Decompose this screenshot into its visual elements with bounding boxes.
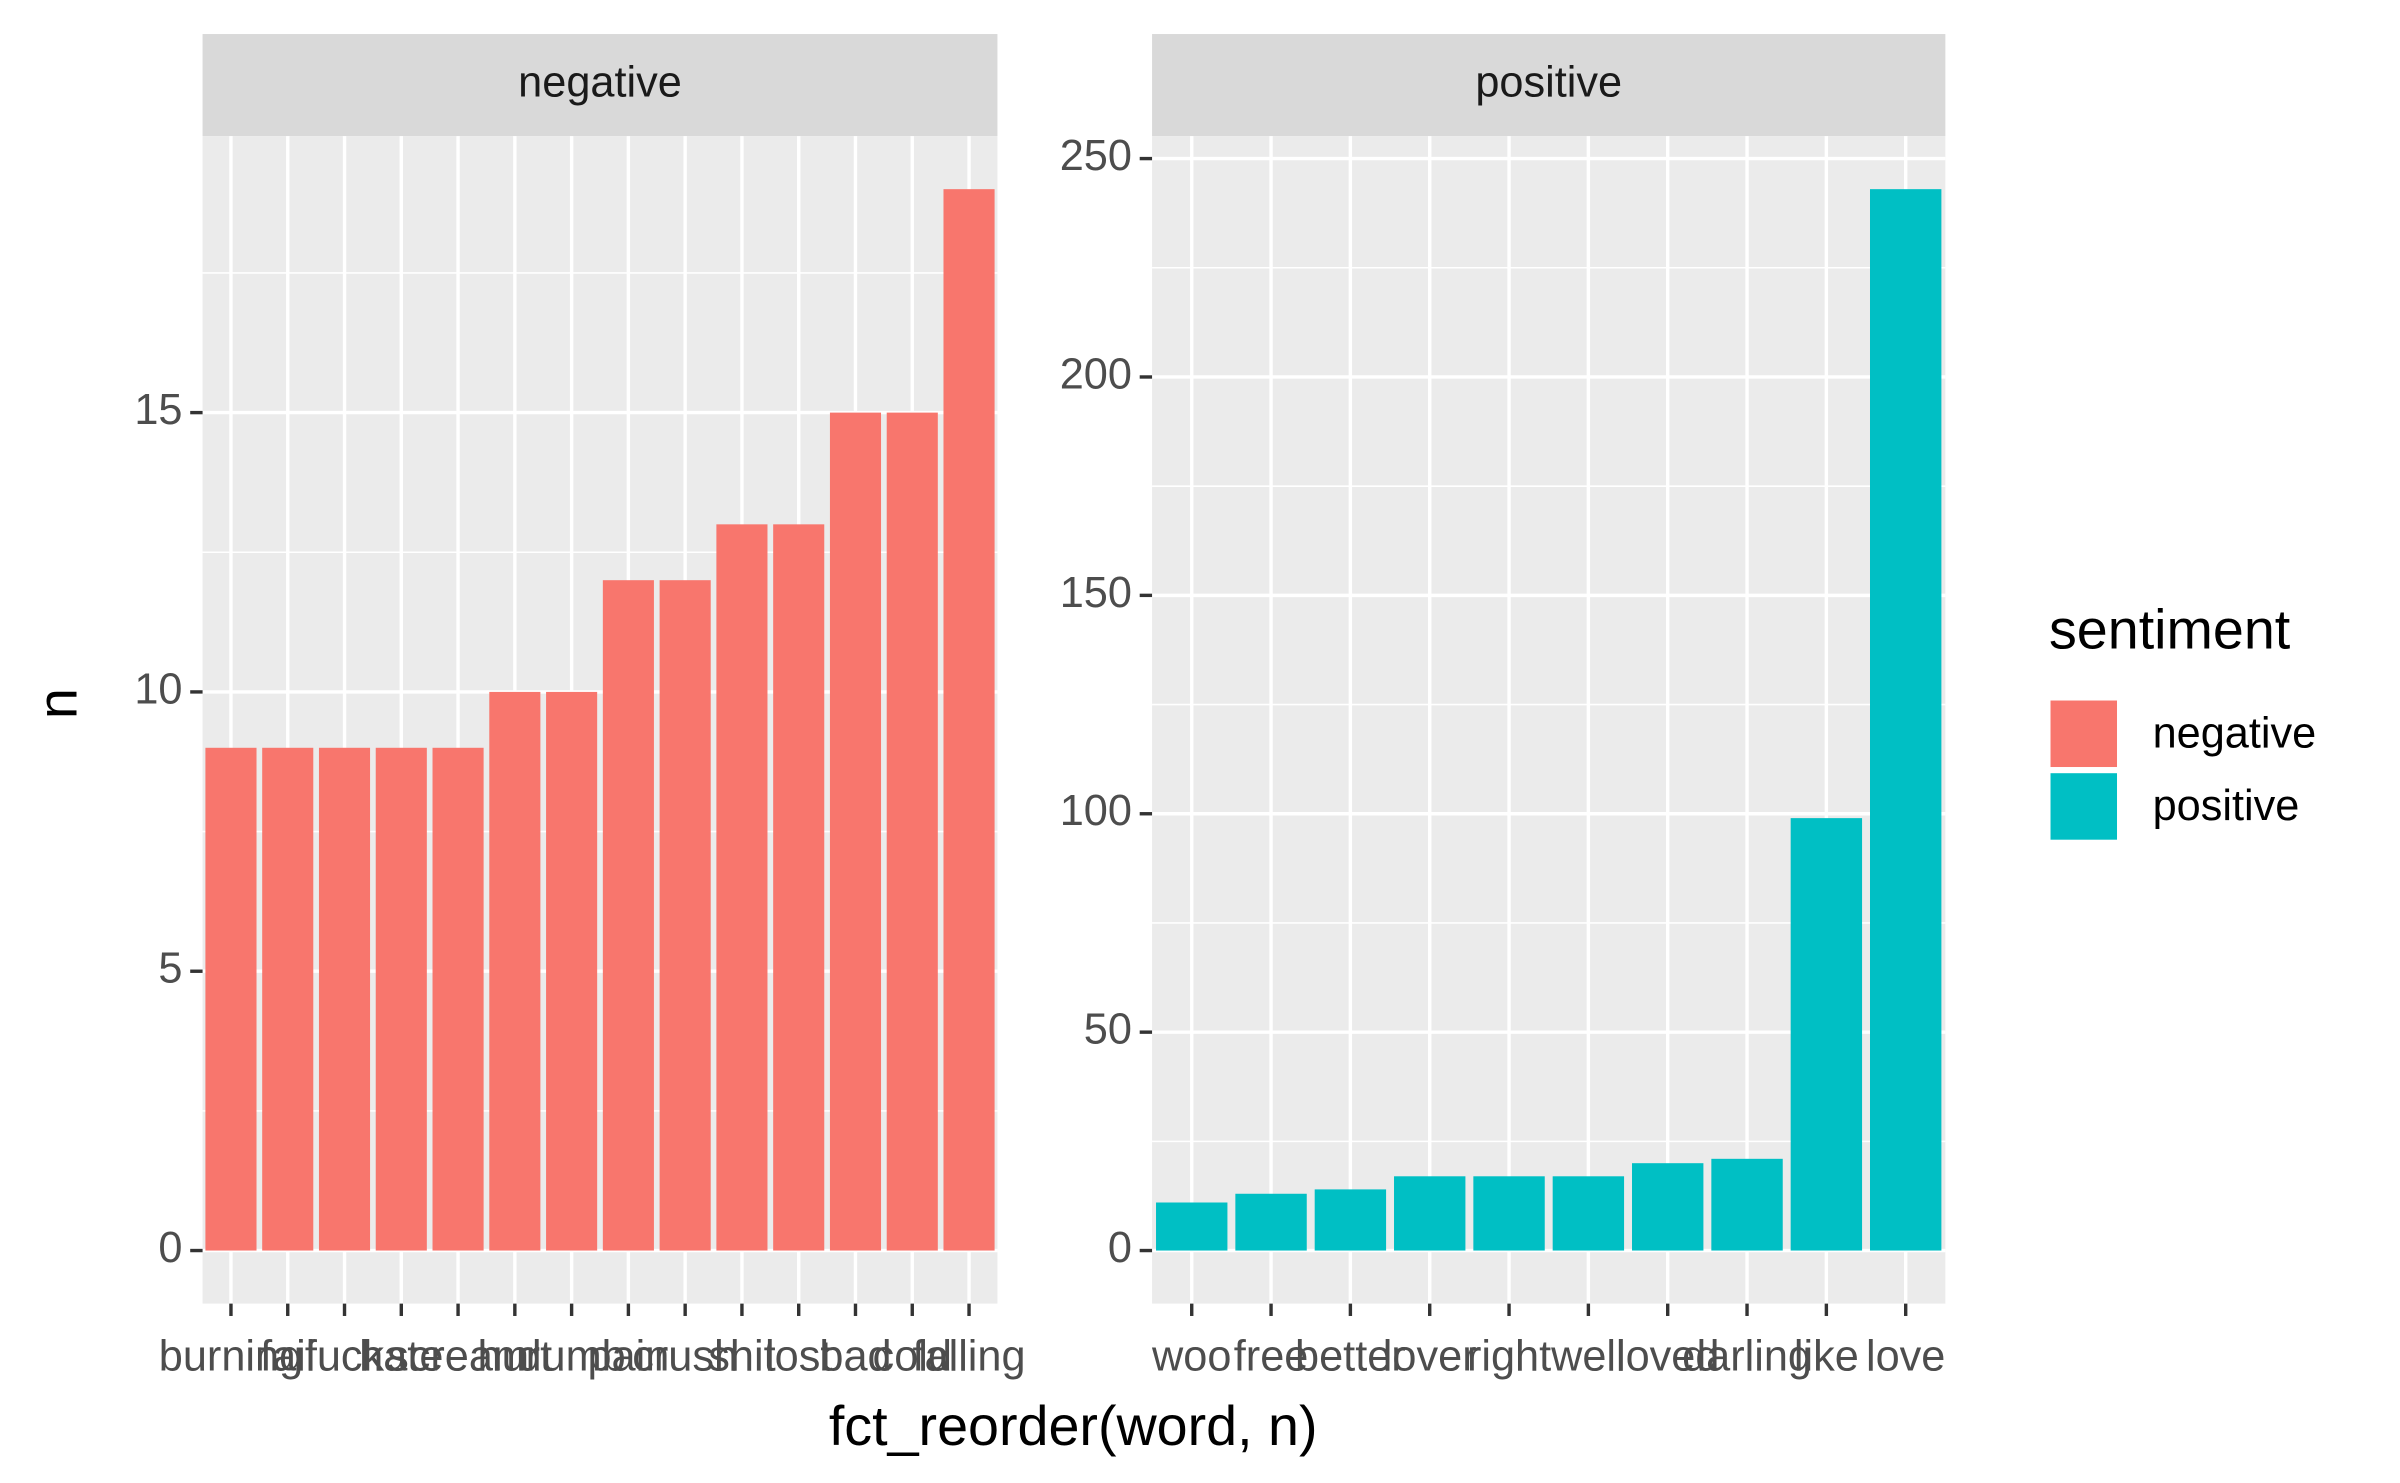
x-tick-label: fail [260, 1333, 315, 1381]
bar [886, 412, 938, 1251]
legend-label: positive [2153, 782, 2300, 830]
bar [1156, 1202, 1228, 1251]
bar [262, 747, 314, 1251]
x-tick-label: burning [159, 1333, 303, 1381]
bar [1632, 1163, 1704, 1251]
x-tick-label: hate [359, 1333, 443, 1381]
x-tick-label: woo [1151, 1333, 1231, 1381]
x-tick-label: free [1234, 1333, 1309, 1381]
x-tick-label: darling [1682, 1333, 1812, 1381]
bar [773, 524, 825, 1251]
x-tick-label: shit [708, 1333, 775, 1381]
bar [1473, 1176, 1545, 1251]
strip-label: negative [518, 58, 682, 106]
bar [432, 747, 484, 1251]
x-tick-label: bad [819, 1333, 891, 1381]
strip-background [1152, 34, 1946, 137]
legend-key [2050, 700, 2118, 768]
x-tick-label: love [1866, 1333, 1945, 1381]
bar [1711, 1158, 1783, 1251]
legend-label: negative [2153, 710, 2317, 758]
bar [943, 189, 995, 1251]
x-tick-label: pain [587, 1333, 669, 1381]
x-tick-label: dumb [517, 1333, 625, 1381]
bar [602, 580, 654, 1251]
x-tick-label: hurt [478, 1333, 553, 1381]
y-tick-label: 100 [1060, 787, 1132, 835]
x-tick-label: better [1295, 1333, 1406, 1381]
y-tick-label: 200 [1060, 350, 1132, 398]
y-tick-label: 50 [1084, 1006, 1132, 1054]
y-tick-label: 250 [1060, 132, 1132, 180]
bar [1552, 1176, 1625, 1251]
bar [1869, 189, 1942, 1251]
bar [489, 691, 541, 1251]
y-tick-label: 5 [158, 945, 182, 993]
x-tick-label: well [1550, 1333, 1626, 1381]
bar [1235, 1193, 1307, 1251]
bar [829, 412, 882, 1251]
y-tick-label: 0 [1108, 1224, 1132, 1272]
bar [375, 747, 427, 1251]
y-tick-label: 150 [1060, 569, 1132, 617]
y-tick-label: 15 [134, 386, 182, 434]
x-axis-title: fct_reorder(word, n) [829, 1395, 1318, 1457]
y-axis-title: n [27, 688, 89, 719]
x-tick-label: loved [1616, 1333, 1719, 1381]
bar [546, 691, 598, 1251]
x-tick-label: crush [632, 1333, 738, 1381]
bar [1314, 1189, 1387, 1251]
x-tick-label: cold [873, 1333, 952, 1381]
x-tick-label: like [1794, 1333, 1859, 1381]
y-tick-label: 10 [134, 665, 182, 713]
x-tick-label: lost [765, 1333, 832, 1381]
y-tick-label: 0 [158, 1224, 182, 1272]
legend-title: sentiment [2049, 599, 2291, 661]
bar [1790, 818, 1863, 1251]
x-tick-label: right [1467, 1333, 1551, 1381]
bar [1394, 1176, 1466, 1251]
bar [205, 747, 257, 1251]
bar [716, 524, 768, 1251]
x-tick-label: falling [912, 1333, 1025, 1381]
x-tick-label: scream [387, 1333, 529, 1381]
x-tick-label: lover [1383, 1333, 1477, 1381]
bar [659, 580, 711, 1251]
strip-label: positive [1475, 58, 1622, 106]
bar [318, 747, 371, 1251]
strip-background [202, 34, 998, 137]
legend-key [2050, 773, 2118, 840]
x-tick-label: fuck [305, 1333, 385, 1381]
